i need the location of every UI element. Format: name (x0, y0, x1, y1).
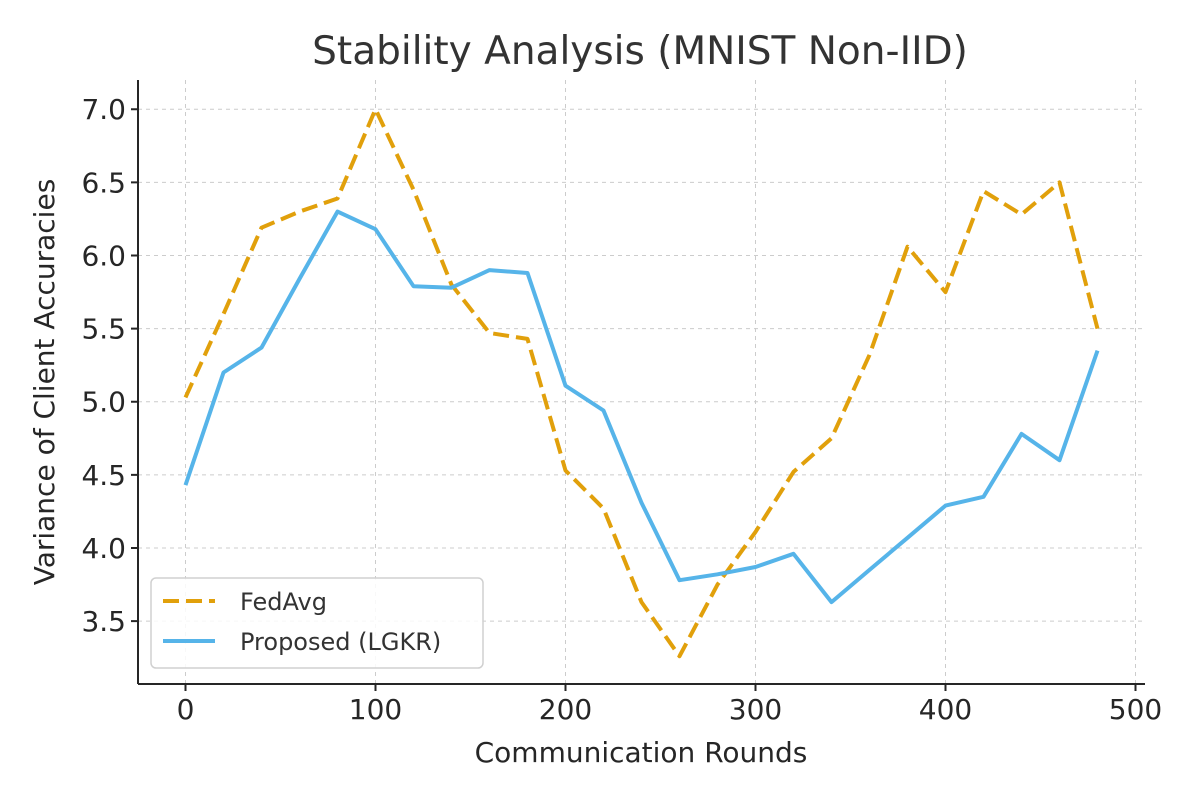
x-ticks: 0 100 200 300 400 500 (177, 684, 1162, 726)
series-layer (183, 107, 1100, 659)
legend-label-proposed-lgkr: Proposed (LGKR) (240, 628, 441, 656)
y-tick-label: 6.5 (81, 166, 126, 199)
y-tick-label: 4.0 (81, 532, 126, 565)
x-tick-label: 400 (919, 693, 972, 726)
y-tick-label: 5.5 (81, 313, 126, 346)
chart-title: Stability Analysis (MNIST Non-IID) (312, 29, 968, 74)
y-ticks: 3.5 4.0 4.5 5.0 5.5 6.0 6.5 7.0 (81, 93, 138, 638)
x-tick-label: 0 (177, 693, 195, 726)
x-tick-label: 500 (1109, 693, 1162, 726)
y-axis-label: Variance of Client Accuracies (28, 179, 61, 586)
legend: FedAvg Proposed (LGKR) (150, 577, 484, 669)
legend-box (150, 577, 484, 669)
legend-label-fedavg: FedAvg (240, 588, 327, 616)
y-tick-label: 4.5 (81, 459, 126, 492)
series-line-proposed-lgkr (183, 209, 1100, 605)
y-tick-label: 5.0 (81, 386, 126, 419)
series-line-fedavg (183, 107, 1100, 659)
x-axis-label: Communication Rounds (475, 736, 808, 769)
y-tick-label: 6.0 (81, 239, 126, 272)
y-tick-label: 3.5 (81, 605, 126, 638)
y-tick-label: 7.0 (81, 93, 126, 126)
x-tick-label: 200 (539, 693, 592, 726)
x-tick-label: 100 (349, 693, 402, 726)
x-tick-label: 300 (729, 693, 782, 726)
